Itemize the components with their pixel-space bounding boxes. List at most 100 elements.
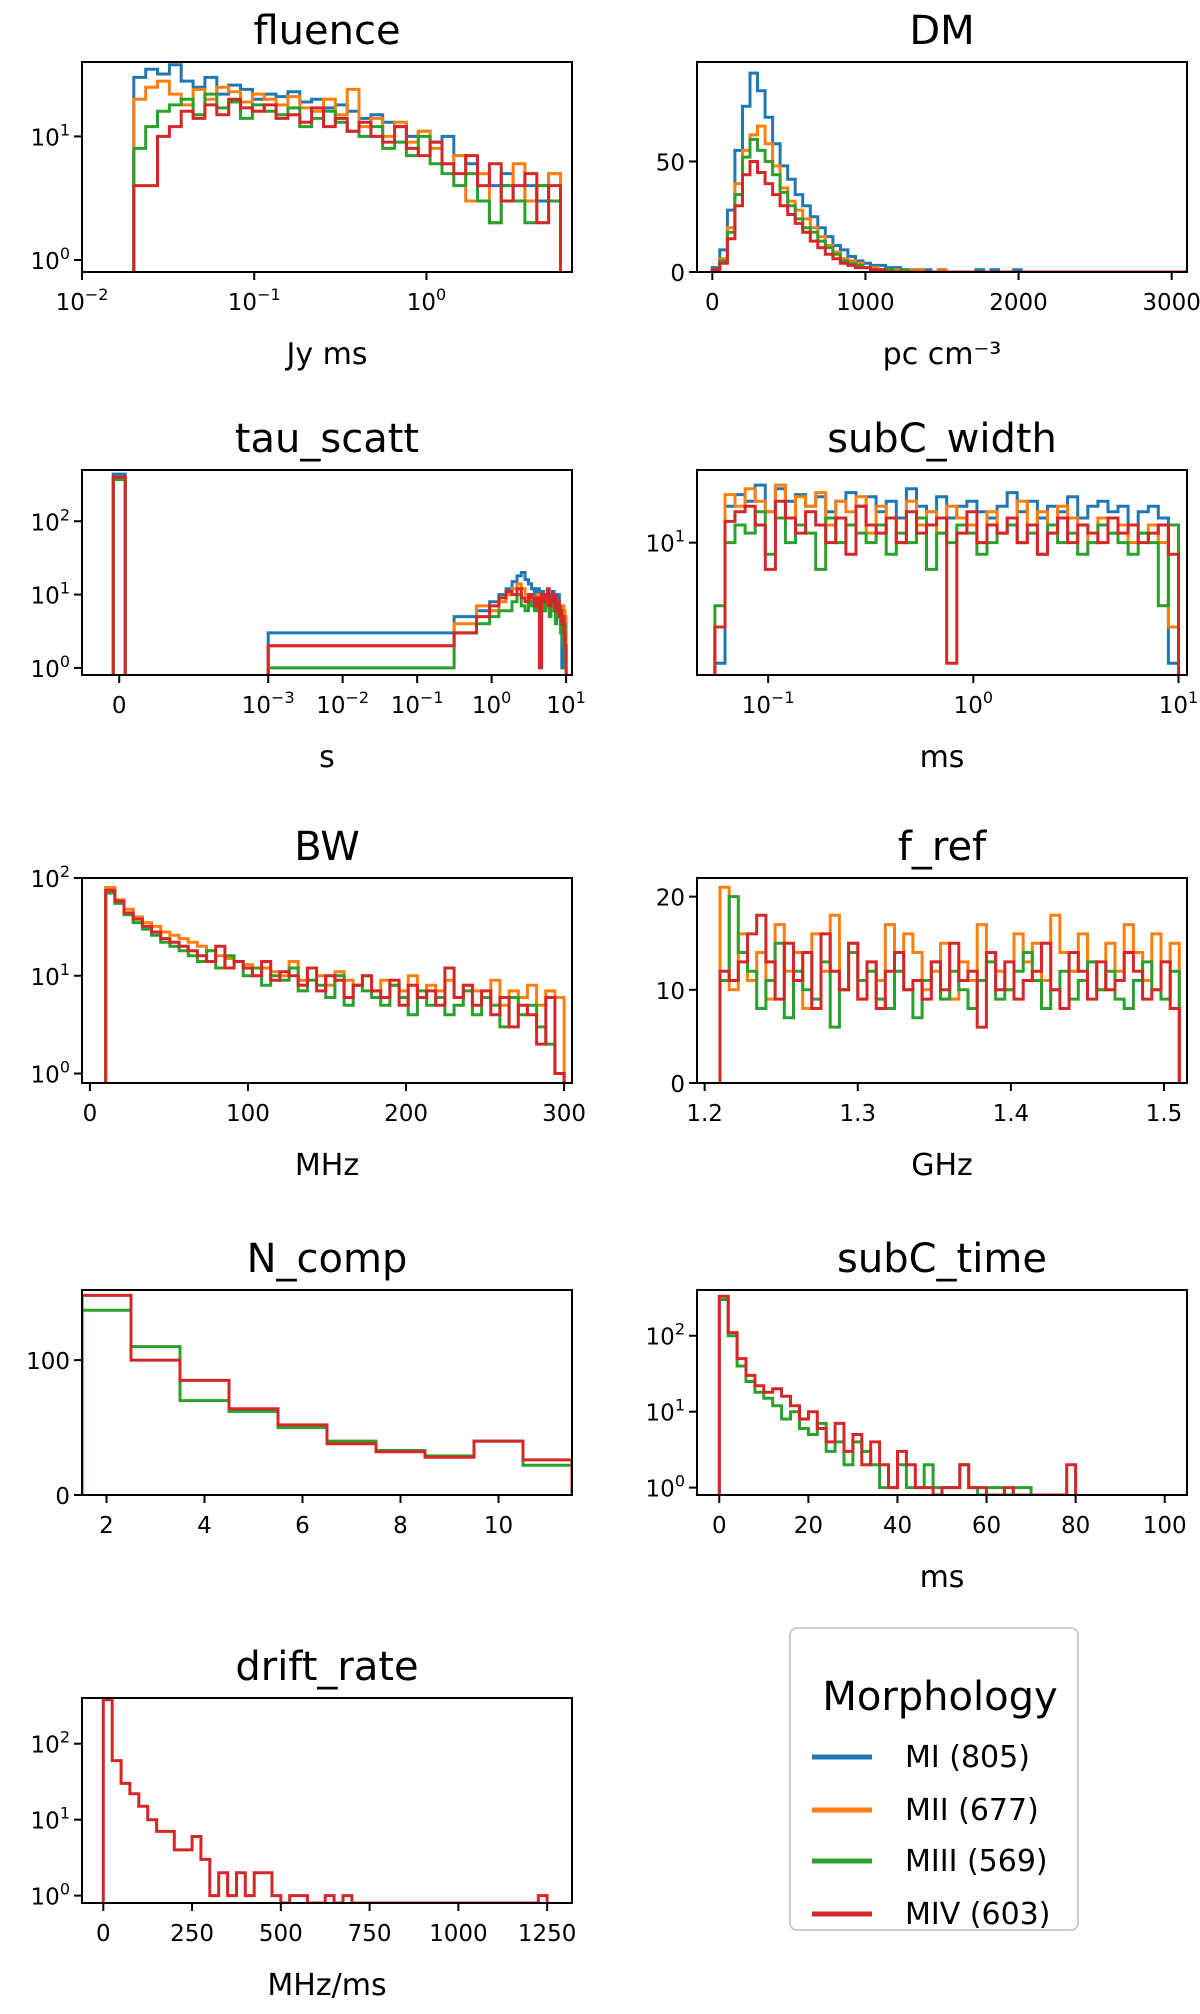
x-tick-label: 10−1 [391, 688, 444, 719]
legend-label-mii: MII (677) [905, 1793, 1039, 1828]
y-tick-label: 100 [646, 1472, 685, 1503]
x-tick-label: 1.2 [686, 1101, 723, 1127]
spike-mii [111, 477, 127, 675]
series-miv-histogram [266, 587, 568, 675]
x-axis-label: s [319, 740, 335, 775]
x-tick-label: 101 [1159, 688, 1198, 719]
x-tick-label: 10−2 [56, 285, 109, 316]
x-tick-label: 0 [705, 290, 720, 316]
panel-fluence: 10−2 10−1 100 100 101 fluence Jy ms [31, 8, 573, 372]
x-tick-label: 0 [96, 1921, 111, 1947]
series-miv-histogram [104, 888, 566, 1083]
y-tick-label: 102 [31, 505, 70, 536]
y-tick-label: 101 [646, 1396, 685, 1427]
series-miv-histogram [101, 1698, 549, 1903]
x-tick-label: 2 [99, 1513, 114, 1539]
x-tick-label: 200 [384, 1101, 428, 1127]
y-tick-label: 100 [31, 1058, 70, 1089]
x-axis-label: ms [920, 1560, 965, 1595]
series-miv-histogram [713, 499, 1180, 675]
y-tick-label: 0 [55, 1484, 70, 1510]
y-tick-label: 102 [31, 1728, 70, 1759]
y-tick-label: 0 [670, 261, 685, 287]
axes-frame [696, 61, 1188, 273]
panel-title: BW [294, 824, 360, 870]
x-axis-label: MHz/ms [267, 1968, 386, 2003]
x-tick-label: 500 [259, 1921, 303, 1947]
series-miv-histogram [717, 1294, 1078, 1495]
panel-title: subC_width [827, 416, 1057, 462]
x-tick-label: 100 [954, 688, 993, 719]
series-miii-histogram [717, 1298, 1033, 1495]
y-tick-label: 101 [31, 579, 70, 610]
x-tick-label: 10 [484, 1513, 513, 1539]
series-miv-histogram [82, 1293, 572, 1495]
axes-frame [696, 469, 1188, 676]
x-tick-label: 6 [295, 1513, 310, 1539]
series-miv-histogram [718, 913, 1181, 1083]
legend: Morphology MI (805) MII (677) MIII (569)… [789, 1627, 1079, 1932]
legend-label-miii: MIII (569) [905, 1844, 1048, 1879]
legend-label-mi: MI (805) [905, 1740, 1030, 1775]
series-miii-histogram [266, 593, 568, 675]
y-tick-label: 100 [26, 1349, 70, 1375]
y-tick-label: 10 [656, 979, 685, 1005]
panel-drift-rate: 0 250 500 750 1000 1250 100 101 102 drift_rate MHz… [31, 1644, 577, 2003]
panel-title: tau_scatt [235, 416, 419, 462]
x-tick-label: 1.4 [993, 1101, 1030, 1127]
y-tick-label: 100 [31, 1880, 70, 1911]
y-tick-label: 0 [670, 1072, 685, 1098]
axes-frame [81, 61, 573, 273]
x-tick-label: 4 [197, 1513, 212, 1539]
axes-frame [81, 469, 573, 676]
x-tick-label: 20 [794, 1513, 823, 1539]
x-tick-label: 1250 [518, 1921, 577, 1947]
x-tick-label: 8 [393, 1513, 408, 1539]
series-miv-histogram [710, 160, 1187, 272]
panel-dm: 0 1000 2000 3000 0 50 DM pc cm⁻³ [656, 8, 1200, 372]
x-axis-label: GHz [911, 1148, 973, 1183]
x-tick-label: 10−2 [316, 688, 369, 719]
series-miii-histogram [82, 1308, 572, 1495]
y-tick-label: 101 [31, 1804, 70, 1835]
x-tick-label: 0 [83, 1101, 98, 1127]
series-mii-histogram [132, 79, 562, 272]
panel-title: drift_rate [235, 1644, 418, 1690]
x-tick-label: 100 [472, 688, 511, 719]
y-tick-label: 50 [656, 150, 685, 176]
x-tick-label: 2000 [989, 290, 1048, 316]
x-tick-label: 0 [712, 1513, 727, 1539]
legend-title: Morphology [822, 1674, 1057, 1720]
x-axis-label: ms [920, 740, 965, 775]
x-tick-label: 1.5 [1146, 1101, 1183, 1127]
y-tick-label: 102 [646, 1320, 685, 1351]
x-tick-label: 100 [226, 1101, 270, 1127]
spike-mi [111, 472, 127, 675]
panel-title: N_comp [247, 1236, 408, 1282]
panel-title: fluence [253, 8, 400, 54]
x-tick-label: 10−1 [228, 285, 281, 316]
x-tick-label: 10−3 [242, 688, 295, 719]
x-axis-label: pc cm⁻³ [883, 337, 1002, 372]
spike-miv [111, 475, 127, 675]
x-tick-label: 100 [1143, 1513, 1187, 1539]
x-axis-label: MHz [295, 1148, 359, 1183]
axes-frame [81, 877, 573, 1084]
x-tick-label: 750 [348, 1921, 392, 1947]
legend-label-miv: MIV (603) [905, 1897, 1050, 1932]
x-tick-label: 1000 [836, 290, 895, 316]
x-tick-label: 100 [407, 285, 446, 316]
axes-frame [81, 1697, 573, 1904]
spike-miii [111, 478, 127, 675]
series-miv-histogram [132, 97, 562, 272]
legend-frame [789, 1627, 1079, 1931]
x-tick-label: 101 [546, 688, 585, 719]
series-miii-histogram [104, 891, 566, 1083]
x-tick-label: 10−1 [742, 688, 795, 719]
x-tick-label: 80 [1061, 1513, 1090, 1539]
x-tick-label: 0 [112, 693, 127, 719]
